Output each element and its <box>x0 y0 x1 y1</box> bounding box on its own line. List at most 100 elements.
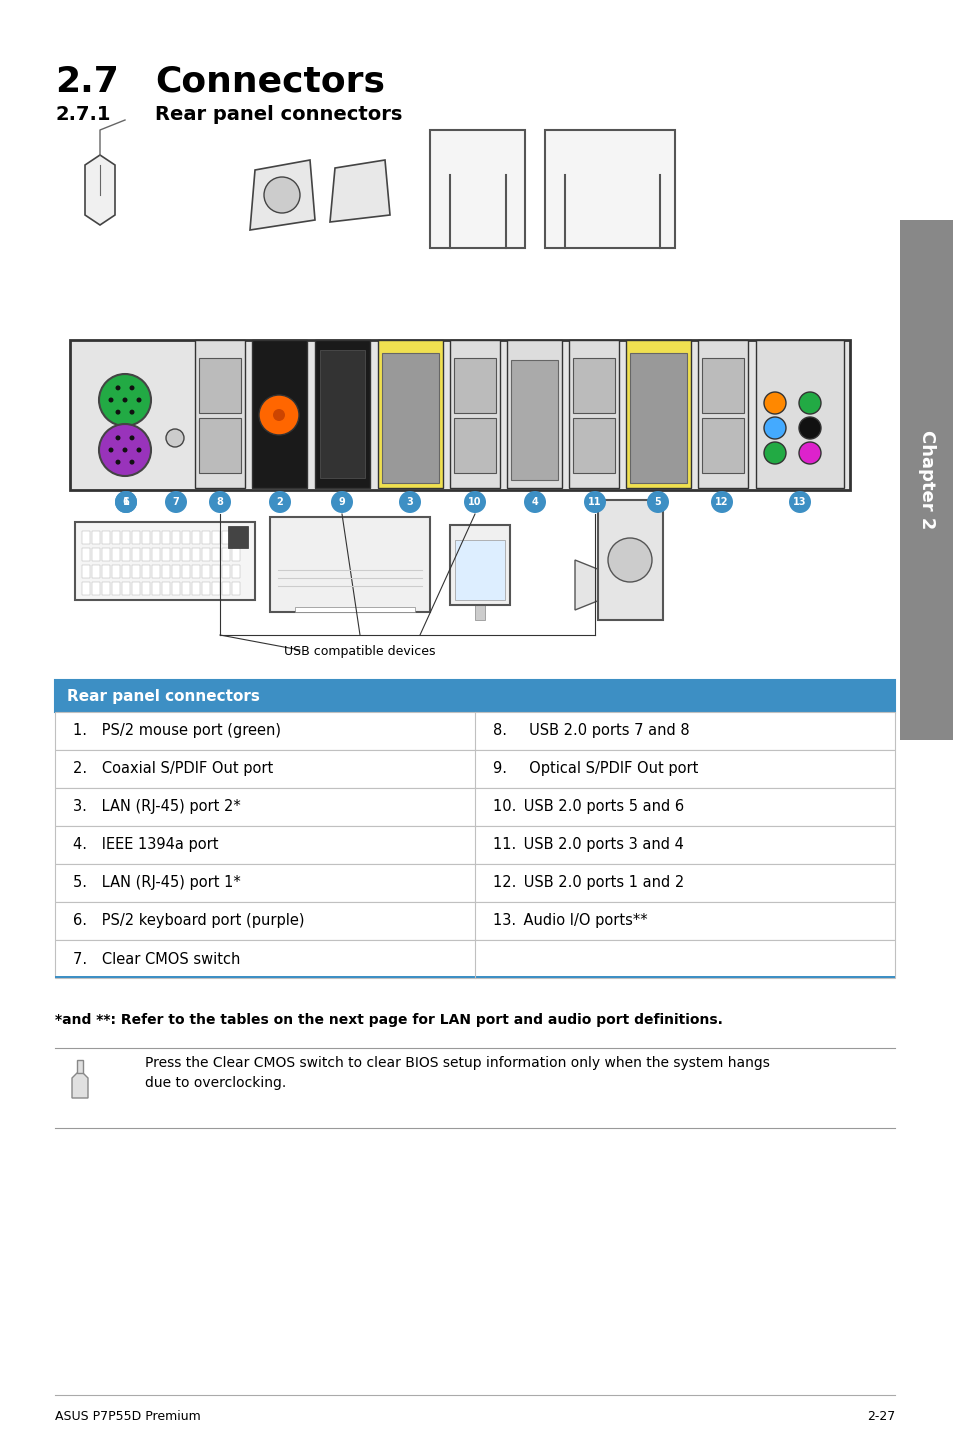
Bar <box>454 418 496 473</box>
Circle shape <box>331 490 353 513</box>
Bar <box>701 418 743 473</box>
Circle shape <box>122 397 128 403</box>
Bar <box>252 339 307 487</box>
Bar <box>212 548 220 561</box>
Bar <box>202 565 210 578</box>
Bar <box>91 565 100 578</box>
Bar <box>55 976 894 978</box>
Bar <box>75 522 254 600</box>
Text: 6.  PS/2 keyboard port (purple): 6. PS/2 keyboard port (purple) <box>73 913 304 929</box>
Circle shape <box>115 410 120 414</box>
Circle shape <box>99 374 151 426</box>
Bar <box>899 220 953 741</box>
Bar <box>112 531 120 544</box>
Bar <box>319 349 365 477</box>
Bar <box>102 582 110 595</box>
Bar <box>132 565 140 578</box>
Bar <box>122 582 130 595</box>
Text: ASUS P7P55D Premium: ASUS P7P55D Premium <box>55 1411 200 1424</box>
Bar <box>122 565 130 578</box>
Bar <box>202 531 210 544</box>
Text: 2.7.1: 2.7.1 <box>55 105 111 124</box>
Bar <box>294 607 415 613</box>
Bar <box>701 358 743 413</box>
Circle shape <box>799 393 821 414</box>
Circle shape <box>646 490 668 513</box>
Bar <box>142 565 150 578</box>
Circle shape <box>463 490 485 513</box>
Bar <box>112 582 120 595</box>
Text: USB compatible devices: USB compatible devices <box>284 646 436 659</box>
Bar <box>132 582 140 595</box>
Bar <box>212 531 220 544</box>
Bar <box>162 565 170 578</box>
Circle shape <box>136 447 141 453</box>
Bar <box>55 788 894 825</box>
Bar <box>122 548 130 561</box>
Text: 10. USB 2.0 ports 5 and 6: 10. USB 2.0 ports 5 and 6 <box>493 800 683 814</box>
Circle shape <box>799 441 821 464</box>
Circle shape <box>115 490 137 513</box>
Text: Rear panel connectors: Rear panel connectors <box>67 689 259 703</box>
Bar <box>455 541 504 600</box>
Bar <box>222 531 230 544</box>
Text: 9.   Optical S/PDIF Out port: 9. Optical S/PDIF Out port <box>493 762 698 777</box>
Text: 1.  PS/2 mouse port (green): 1. PS/2 mouse port (green) <box>73 723 281 739</box>
Bar <box>112 565 120 578</box>
Bar <box>222 565 230 578</box>
Circle shape <box>115 436 120 440</box>
Circle shape <box>258 395 298 436</box>
Bar <box>182 565 190 578</box>
Text: Press the Clear CMOS switch to clear BIOS setup information only when the system: Press the Clear CMOS switch to clear BIO… <box>145 1055 769 1090</box>
Circle shape <box>109 397 113 403</box>
Circle shape <box>398 490 420 513</box>
Bar <box>598 500 662 620</box>
Text: Connectors: Connectors <box>154 65 385 99</box>
Circle shape <box>115 460 120 464</box>
Circle shape <box>115 490 137 513</box>
Circle shape <box>607 538 651 582</box>
Bar <box>454 358 496 413</box>
Circle shape <box>166 429 184 447</box>
Text: 12. USB 2.0 ports 1 and 2: 12. USB 2.0 ports 1 and 2 <box>493 876 683 890</box>
Bar <box>55 712 894 751</box>
Bar <box>182 582 190 595</box>
Text: 2.7: 2.7 <box>55 65 119 99</box>
Circle shape <box>523 490 545 513</box>
Bar <box>142 531 150 544</box>
Polygon shape <box>575 559 599 610</box>
Circle shape <box>130 385 134 390</box>
Bar <box>232 531 240 544</box>
Circle shape <box>115 385 120 390</box>
Circle shape <box>130 410 134 414</box>
Bar <box>629 352 686 483</box>
Text: 8.   USB 2.0 ports 7 and 8: 8. USB 2.0 ports 7 and 8 <box>493 723 689 739</box>
Text: 2: 2 <box>276 498 283 508</box>
Bar <box>450 339 499 487</box>
Bar <box>192 548 200 561</box>
Bar <box>506 339 561 487</box>
Bar <box>82 531 90 544</box>
Bar <box>232 582 240 595</box>
Bar <box>232 548 240 561</box>
Circle shape <box>710 490 732 513</box>
Bar <box>172 582 180 595</box>
Polygon shape <box>71 1073 88 1099</box>
Bar <box>162 531 170 544</box>
Circle shape <box>136 397 141 403</box>
Bar <box>132 548 140 561</box>
Bar <box>202 548 210 561</box>
Text: 8: 8 <box>216 498 223 508</box>
Text: 11. USB 2.0 ports 3 and 4: 11. USB 2.0 ports 3 and 4 <box>493 837 683 853</box>
Circle shape <box>788 490 810 513</box>
Text: Rear panel connectors: Rear panel connectors <box>154 105 402 124</box>
Circle shape <box>799 417 821 439</box>
Polygon shape <box>330 160 390 221</box>
Polygon shape <box>250 160 314 230</box>
Bar <box>450 525 510 605</box>
Bar <box>573 418 615 473</box>
Text: Chapter 2: Chapter 2 <box>917 430 935 529</box>
Bar <box>222 582 230 595</box>
Circle shape <box>264 177 299 213</box>
Text: 4: 4 <box>531 498 537 508</box>
